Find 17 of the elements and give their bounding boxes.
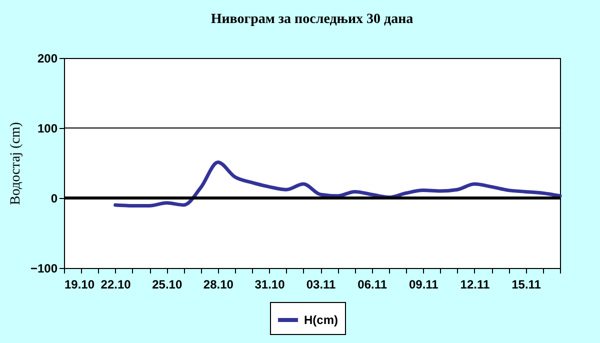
x-tick-label: 19.10: [64, 278, 95, 292]
x-tick-label: 31.10: [254, 278, 286, 292]
y-tick-label: 200: [37, 52, 58, 66]
x-tick-label: 03.11: [306, 278, 336, 292]
y-axis-title: Водостај (cm): [8, 122, 24, 205]
chart-title: Нивограм за последњих 30 дана: [210, 12, 414, 27]
x-tick-label: 12.11: [460, 278, 490, 292]
x-tick-label: 22.10: [100, 278, 132, 292]
y-tick-label: 0: [50, 192, 58, 206]
legend-label: H(cm): [304, 313, 338, 327]
x-tick-label: 28.10: [203, 278, 234, 292]
y-tick-label: 100: [37, 122, 58, 136]
x-tick-label: 09.11: [408, 278, 439, 292]
y-tick-label: −100: [30, 262, 58, 276]
x-tick-label: 06.11: [358, 278, 388, 292]
x-tick-label: 15.11: [512, 278, 542, 292]
x-tick-label: 25.10: [152, 278, 182, 292]
